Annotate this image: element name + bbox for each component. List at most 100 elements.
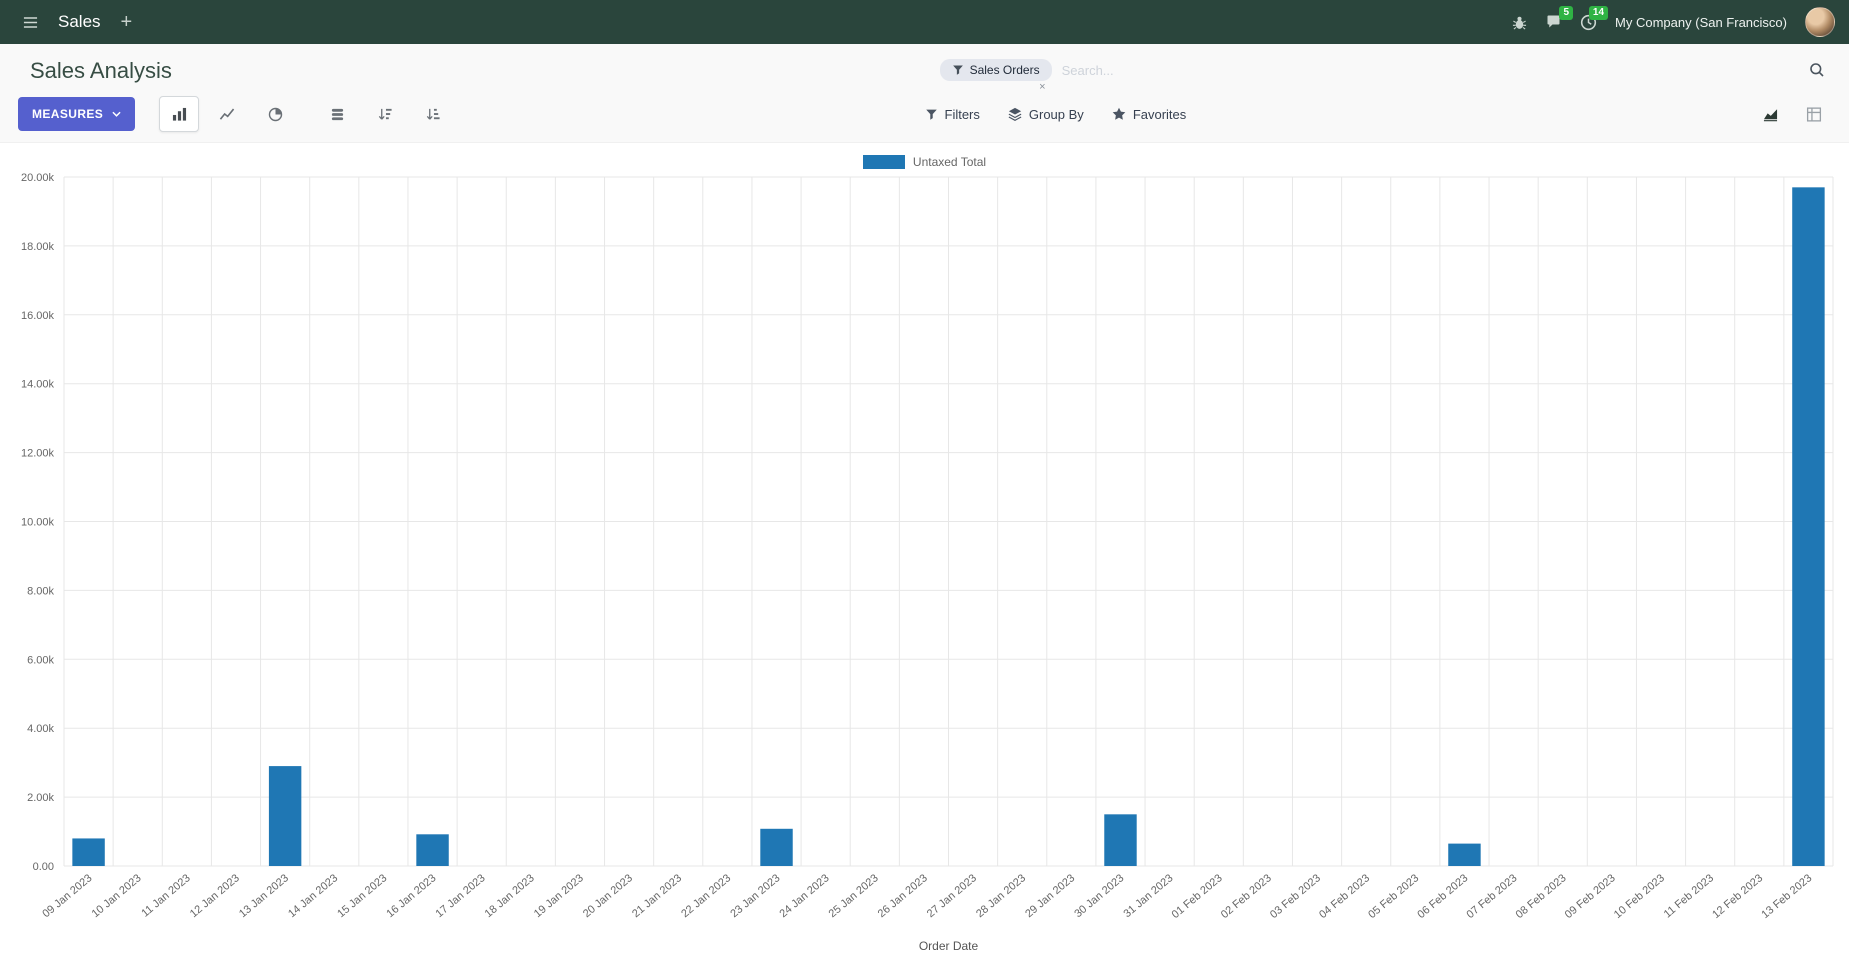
svg-text:11 Feb 2023: 11 Feb 2023 [1662, 872, 1716, 920]
company-switcher[interactable]: My Company (San Francisco) [1615, 14, 1787, 30]
svg-text:21 Jan 2023: 21 Jan 2023 [630, 872, 684, 920]
stacked-toggle-button[interactable] [317, 96, 357, 132]
svg-text:26 Jan 2023: 26 Jan 2023 [876, 872, 930, 920]
plus-icon: + [120, 11, 133, 33]
svg-text:02 Feb 2023: 02 Feb 2023 [1219, 872, 1274, 921]
bug-icon [1512, 16, 1527, 29]
hamburger-icon [23, 16, 37, 28]
new-record-button[interactable]: + [113, 8, 141, 36]
search-facet-sales-orders[interactable]: Sales Orders × [939, 59, 1052, 93]
control-panel: Sales Analysis Sales Orders × MEASURES [0, 44, 1849, 143]
svg-text:16 Jan 2023: 16 Jan 2023 [384, 872, 438, 920]
svg-text:4.00k: 4.00k [27, 723, 54, 735]
svg-text:25 Jan 2023: 25 Jan 2023 [827, 872, 881, 920]
navbar-systray: 5 14 My Company (San Francisco) [1512, 5, 1835, 37]
svg-text:6.00k: 6.00k [27, 654, 54, 666]
search-icon[interactable] [1809, 62, 1825, 78]
svg-text:06 Feb 2023: 06 Feb 2023 [1415, 872, 1470, 921]
svg-text:2.00k: 2.00k [27, 792, 54, 804]
svg-text:09 Jan 2023: 09 Jan 2023 [40, 872, 94, 920]
favorites-label: Favorites [1132, 106, 1187, 122]
layers-icon [1008, 107, 1022, 121]
svg-text:29 Jan 2023: 29 Jan 2023 [1023, 872, 1077, 920]
pivot-table-icon [1806, 106, 1822, 122]
chart-legend: Untaxed Total [0, 143, 1849, 169]
svg-text:17 Jan 2023: 17 Jan 2023 [434, 872, 488, 920]
svg-text:10 Feb 2023: 10 Feb 2023 [1612, 872, 1667, 921]
filters-button[interactable]: Filters [925, 107, 980, 122]
svg-text:20 Jan 2023: 20 Jan 2023 [581, 872, 635, 920]
caret-down-icon [112, 111, 121, 117]
search-facet-label: Sales Orders [969, 63, 1040, 77]
filters-label: Filters [944, 106, 980, 122]
search-bar[interactable]: Sales Orders × [934, 54, 1831, 93]
svg-text:31 Jan 2023: 31 Jan 2023 [1121, 872, 1175, 920]
svg-text:27 Jan 2023: 27 Jan 2023 [925, 872, 979, 920]
group-by-label: Group By [1028, 106, 1084, 122]
sort-descending-icon [378, 108, 392, 120]
svg-text:30 Jan 2023: 30 Jan 2023 [1072, 872, 1126, 920]
svg-text:23 Jan 2023: 23 Jan 2023 [728, 872, 782, 920]
measures-button[interactable]: MEASURES [18, 97, 136, 131]
star-icon [1112, 107, 1126, 120]
svg-text:01 Feb 2023: 01 Feb 2023 [1170, 872, 1225, 921]
user-avatar[interactable] [1805, 7, 1835, 37]
svg-text:0.00: 0.00 [33, 861, 54, 873]
search-input[interactable] [1061, 62, 1799, 78]
pie-chart-icon [268, 107, 282, 121]
svg-text:18 Jan 2023: 18 Jan 2023 [483, 872, 537, 920]
svg-text:10 Jan 2023: 10 Jan 2023 [90, 872, 144, 920]
chart-plot[interactable]: 0.00 2.00k 4.00k 6.00k 8.00k 10.00k 12.00k 14.0… [0, 169, 1849, 958]
page-title: Sales Analysis [30, 58, 172, 83]
filter-funnel-icon [952, 65, 963, 75]
stacked-bars-icon [331, 108, 343, 120]
chat-bubble-icon [1547, 15, 1560, 28]
line-chart-button[interactable] [207, 96, 247, 132]
svg-text:24 Jan 2023: 24 Jan 2023 [777, 872, 831, 920]
graph-view-button[interactable] [1753, 100, 1787, 128]
app-name[interactable]: Sales [58, 12, 101, 31]
breadcrumb-row: Sales Analysis Sales Orders × [18, 54, 1831, 93]
apps-menu-button[interactable] [14, 6, 46, 38]
pivot-view-button[interactable] [1797, 100, 1831, 128]
sales-analysis-chart: Untaxed Total 0.00 2.00k 4.00k 6.00k 8.00k 10… [0, 143, 1849, 958]
legend-item-untaxed-total[interactable]: Untaxed Total [862, 155, 987, 169]
messages-badge: 5 [1559, 6, 1574, 20]
svg-text:14 Jan 2023: 14 Jan 2023 [286, 872, 340, 920]
svg-text:20.00k: 20.00k [21, 172, 55, 184]
bar-chart-icon [172, 107, 186, 121]
svg-text:15 Jan 2023: 15 Jan 2023 [335, 872, 389, 920]
svg-text:28 Jan 2023: 28 Jan 2023 [974, 872, 1028, 920]
group-by-button[interactable]: Group By [1008, 107, 1084, 122]
svg-text:12 Feb 2023: 12 Feb 2023 [1710, 872, 1765, 921]
sort-ascending-button[interactable] [413, 96, 453, 132]
svg-text:04 Feb 2023: 04 Feb 2023 [1317, 872, 1372, 921]
activities-badge: 14 [1588, 5, 1609, 20]
debug-button[interactable] [1512, 15, 1527, 30]
line-chart-icon [220, 108, 235, 120]
svg-text:8.00k: 8.00k [27, 585, 54, 597]
svg-text:03 Feb 2023: 03 Feb 2023 [1268, 872, 1323, 921]
activities-button[interactable]: 14 [1580, 5, 1609, 31]
filter-funnel-icon [925, 109, 937, 120]
svg-text:12 Jan 2023: 12 Jan 2023 [188, 872, 242, 920]
legend-label: Untaxed Total [912, 155, 987, 169]
pie-chart-button[interactable] [255, 96, 295, 132]
favorites-button[interactable]: Favorites [1112, 107, 1186, 122]
messages-button[interactable]: 5 [1545, 6, 1574, 30]
area-chart-icon [1763, 108, 1777, 121]
svg-text:12.00k: 12.00k [21, 448, 55, 460]
svg-text:13 Feb 2023: 13 Feb 2023 [1759, 872, 1814, 921]
facet-remove-button[interactable]: × [1039, 81, 1046, 93]
svg-text:14.00k: 14.00k [21, 379, 55, 391]
svg-text:Order Date: Order Date [919, 939, 979, 953]
svg-text:13 Jan 2023: 13 Jan 2023 [237, 872, 291, 920]
sort-descending-button[interactable] [365, 96, 405, 132]
legend-swatch [862, 155, 905, 169]
svg-text:10.00k: 10.00k [21, 517, 55, 529]
bar-chart-button[interactable] [159, 96, 200, 132]
svg-text:22 Jan 2023: 22 Jan 2023 [679, 872, 733, 920]
svg-text:07 Feb 2023: 07 Feb 2023 [1464, 872, 1519, 921]
top-navbar: Sales + 5 14 My Company (San Francis [0, 0, 1849, 44]
svg-text:19 Jan 2023: 19 Jan 2023 [532, 872, 586, 920]
